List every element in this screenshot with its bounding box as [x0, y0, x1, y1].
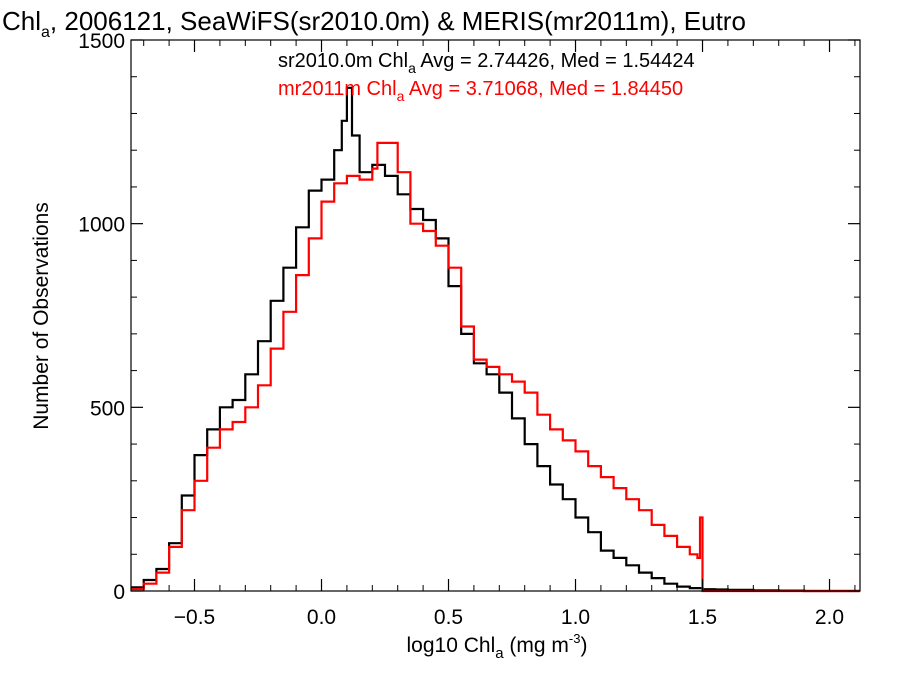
plot-area: −0.5 0.0 0.5 1.0 1.5 2.0 0 500 1000 1500	[78, 30, 861, 629]
y-tick-label: 1500	[78, 30, 125, 53]
x-axis-label-subscript: a	[495, 645, 504, 662]
x-axis-label: log10 Chla (mg m-3)	[407, 631, 588, 662]
legend-entry-sr2010-label: sr2010.0m Chl	[278, 50, 408, 72]
chart-title-subscript: a	[41, 24, 50, 41]
x-tick-label: 1.5	[688, 606, 717, 629]
y-axis-label: Number of Observations	[30, 202, 53, 430]
x-axis-label-superscript: -3	[569, 631, 581, 646]
legend-entry-mr2011-label: mr2011m Chl	[278, 78, 397, 100]
x-axis-label-units: (mg m	[504, 634, 569, 657]
legend-entry-sr2010-subscript: a	[408, 60, 416, 76]
legend-entry-mr2011-subscript: a	[397, 88, 405, 104]
x-tick-label: 1.0	[561, 606, 590, 629]
chart-title-rest: , 2006121, SeaWiFS(sr2010.0m) & MERIS(mr…	[50, 6, 746, 36]
series-line-0	[131, 86, 860, 593]
x-tick-label: −0.5	[174, 606, 215, 629]
x-axis-label-text: log10 Chl	[407, 634, 496, 657]
y-tick-label: 1000	[78, 214, 125, 237]
legend-entry-mr2011-stats: Avg = 3.71068, Med = 1.84450	[404, 78, 683, 100]
x-tick-label: 0.0	[307, 606, 336, 629]
y-tick-label: 500	[90, 397, 125, 420]
legend-entry-mr2011: mr2011m Chla Avg = 3.71068, Med = 1.8445…	[278, 78, 683, 104]
y-tick-label: 0	[113, 581, 125, 604]
chart-title-main: Chl	[2, 6, 41, 36]
x-tick-label: 2.0	[815, 606, 844, 629]
chart-title: Chla, 2006121, SeaWiFS(sr2010.0m) & MERI…	[2, 6, 746, 41]
series-line-1	[131, 141, 860, 593]
plot-frame	[130, 39, 861, 592]
x-axis-label-close: )	[580, 634, 587, 657]
legend-entry-sr2010-stats: Avg = 2.74426, Med = 1.54424	[416, 50, 695, 72]
x-tick-label: 0.5	[434, 606, 463, 629]
legend-entry-sr2010: sr2010.0m Chla Avg = 2.74426, Med = 1.54…	[278, 50, 695, 76]
